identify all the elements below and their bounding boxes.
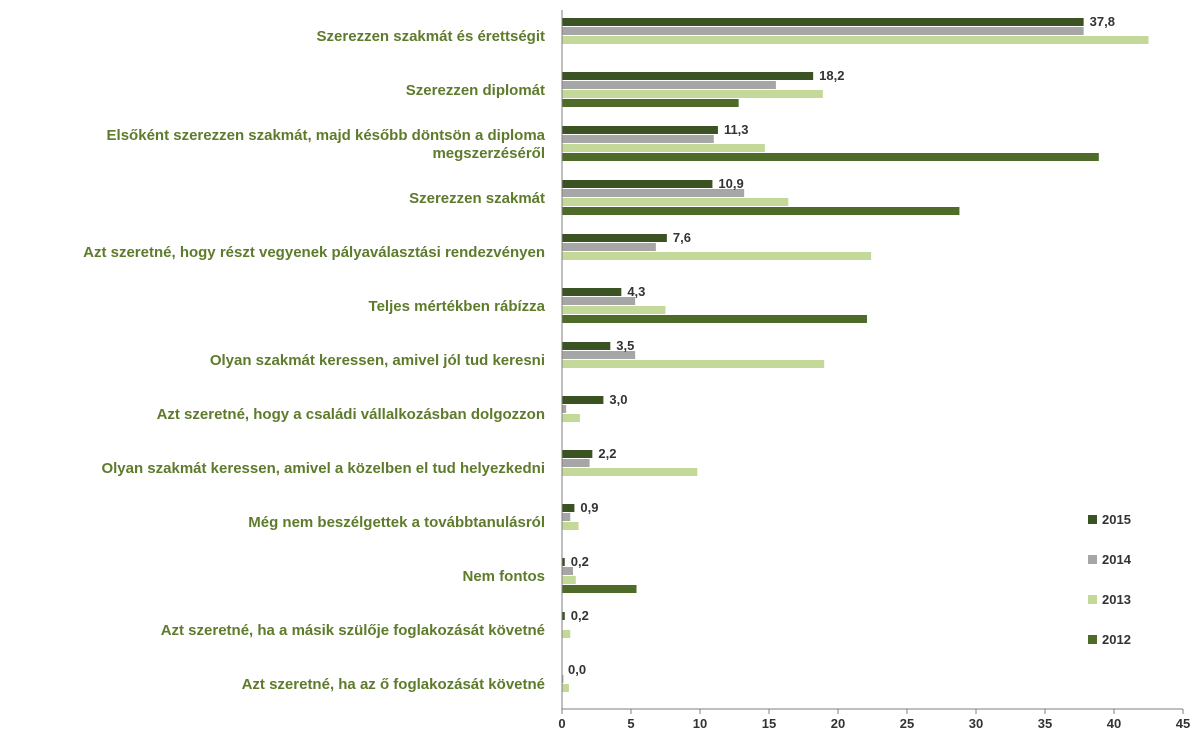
bar-2015 bbox=[562, 72, 814, 80]
legend-swatch-2015 bbox=[1088, 515, 1097, 524]
bar-2014 bbox=[562, 27, 1084, 35]
bar-2015 bbox=[562, 558, 565, 566]
bar-2015 bbox=[562, 504, 575, 512]
legend-label-2013: 2013 bbox=[1102, 592, 1131, 607]
data-label: 0,2 bbox=[571, 554, 589, 569]
bar-2014 bbox=[562, 81, 776, 89]
bar-2015 bbox=[562, 450, 593, 458]
bar-2015 bbox=[562, 612, 565, 620]
legend-swatch-2013 bbox=[1088, 595, 1097, 604]
category-label: Nem fontos bbox=[463, 568, 546, 585]
bar-2013 bbox=[562, 144, 765, 152]
x-tick-label: 45 bbox=[1176, 716, 1190, 731]
x-tick-label: 20 bbox=[831, 716, 845, 731]
bar-2015 bbox=[562, 180, 713, 188]
legend-label-2014: 2014 bbox=[1102, 552, 1132, 567]
bar-2013 bbox=[562, 360, 825, 368]
bar-2014 bbox=[562, 513, 571, 521]
bar-2014 bbox=[562, 297, 636, 305]
category-label: Azt szeretné, ha az ő foglakozását követ… bbox=[242, 676, 545, 693]
bar-2015 bbox=[562, 288, 622, 296]
bar-2015 bbox=[562, 396, 604, 404]
bar-2014 bbox=[562, 567, 574, 575]
data-label: 0,9 bbox=[580, 500, 598, 515]
bar-2013 bbox=[562, 630, 571, 638]
category-label: Olyan szakmát keressen, amivel a közelbe… bbox=[101, 460, 545, 477]
category-label: Még nem beszélgettek a továbbtanulásról bbox=[248, 514, 545, 531]
x-tick-label: 25 bbox=[900, 716, 914, 731]
x-tick-label: 5 bbox=[627, 716, 634, 731]
bar-2014 bbox=[562, 675, 564, 683]
bar-2015 bbox=[562, 18, 1084, 26]
x-tick-label: 40 bbox=[1107, 716, 1121, 731]
bar-2013 bbox=[562, 468, 698, 476]
x-tick-label: 0 bbox=[558, 716, 565, 731]
data-labels: 37,8 18,2 11,3 10,9 7,6 4,3 3,5 3,0 2,2 0,9 0,2 0,2… bbox=[568, 14, 1115, 677]
data-label: 2,2 bbox=[598, 446, 616, 461]
data-label: 3,5 bbox=[616, 338, 634, 353]
bar-2013 bbox=[562, 36, 1149, 44]
data-label: 4,3 bbox=[627, 284, 645, 299]
legend: 2015 2014 2013 2012 bbox=[1088, 512, 1132, 647]
bar-2015 bbox=[562, 126, 718, 134]
bar-2013 bbox=[562, 306, 666, 314]
category-label: Azt szeretné, hogy a családi vállalkozás… bbox=[157, 406, 545, 423]
bar-2014 bbox=[562, 243, 656, 251]
category-label: Azt szeretné, hogy részt vegyenek pályav… bbox=[83, 244, 545, 261]
x-axis: 0 5 10 15 20 25 30 35 40 45 bbox=[558, 10, 1190, 731]
bar-2013 bbox=[562, 414, 580, 422]
bar-2013 bbox=[562, 522, 579, 530]
bar-2013 bbox=[562, 252, 872, 260]
legend-swatch-2014 bbox=[1088, 555, 1097, 564]
data-label: 7,6 bbox=[673, 230, 691, 245]
bar-2015 bbox=[562, 234, 667, 242]
category-label: Szerezzen szakmát és érettségit bbox=[317, 28, 545, 45]
category-label: Teljes mértékben rábízza bbox=[369, 298, 546, 315]
x-tick-label: 15 bbox=[762, 716, 776, 731]
bar-2012 bbox=[562, 153, 1099, 161]
bars bbox=[562, 18, 1149, 692]
x-tick-label: 35 bbox=[1038, 716, 1052, 731]
data-label: 18,2 bbox=[819, 68, 844, 83]
data-label: 0,2 bbox=[571, 608, 589, 623]
x-tick-label: 10 bbox=[693, 716, 707, 731]
bar-2012 bbox=[562, 585, 637, 593]
bar-2014 bbox=[562, 405, 567, 413]
bar-2014 bbox=[562, 189, 745, 197]
bar-2012 bbox=[562, 315, 867, 323]
data-label: 10,9 bbox=[718, 176, 743, 191]
bar-2014 bbox=[562, 351, 636, 359]
category-label: Olyan szakmát keressen, amivel jól tud k… bbox=[210, 352, 545, 369]
bar-2013 bbox=[562, 90, 823, 98]
legend-label-2015: 2015 bbox=[1102, 512, 1131, 527]
category-label: Azt szeretné, ha a másik szülője foglako… bbox=[161, 622, 545, 639]
legend-label-2012: 2012 bbox=[1102, 632, 1131, 647]
bar-2014 bbox=[562, 459, 590, 467]
bar-2015 bbox=[562, 342, 611, 350]
data-label: 3,0 bbox=[609, 392, 627, 407]
data-label: 0,0 bbox=[568, 662, 586, 677]
legend-swatch-2012 bbox=[1088, 635, 1097, 644]
bar-2012 bbox=[562, 99, 739, 107]
data-label: 37,8 bbox=[1090, 14, 1115, 29]
category-label: Elsőként szerezzen szakmát, majd később … bbox=[107, 127, 546, 162]
bar-2013 bbox=[562, 576, 576, 584]
data-label: 11,3 bbox=[724, 122, 749, 137]
bar-2013 bbox=[562, 684, 569, 692]
category-labels: Szerezzen szakmát és érettségit Szerezzen… bbox=[83, 28, 546, 693]
category-label: Szerezzen diplomát bbox=[406, 82, 545, 99]
bar-2012 bbox=[562, 207, 960, 215]
bar-2014 bbox=[562, 135, 714, 143]
category-label: Szerezzen szakmát bbox=[409, 190, 545, 207]
x-tick-label: 30 bbox=[969, 716, 983, 731]
bar-2013 bbox=[562, 198, 789, 206]
